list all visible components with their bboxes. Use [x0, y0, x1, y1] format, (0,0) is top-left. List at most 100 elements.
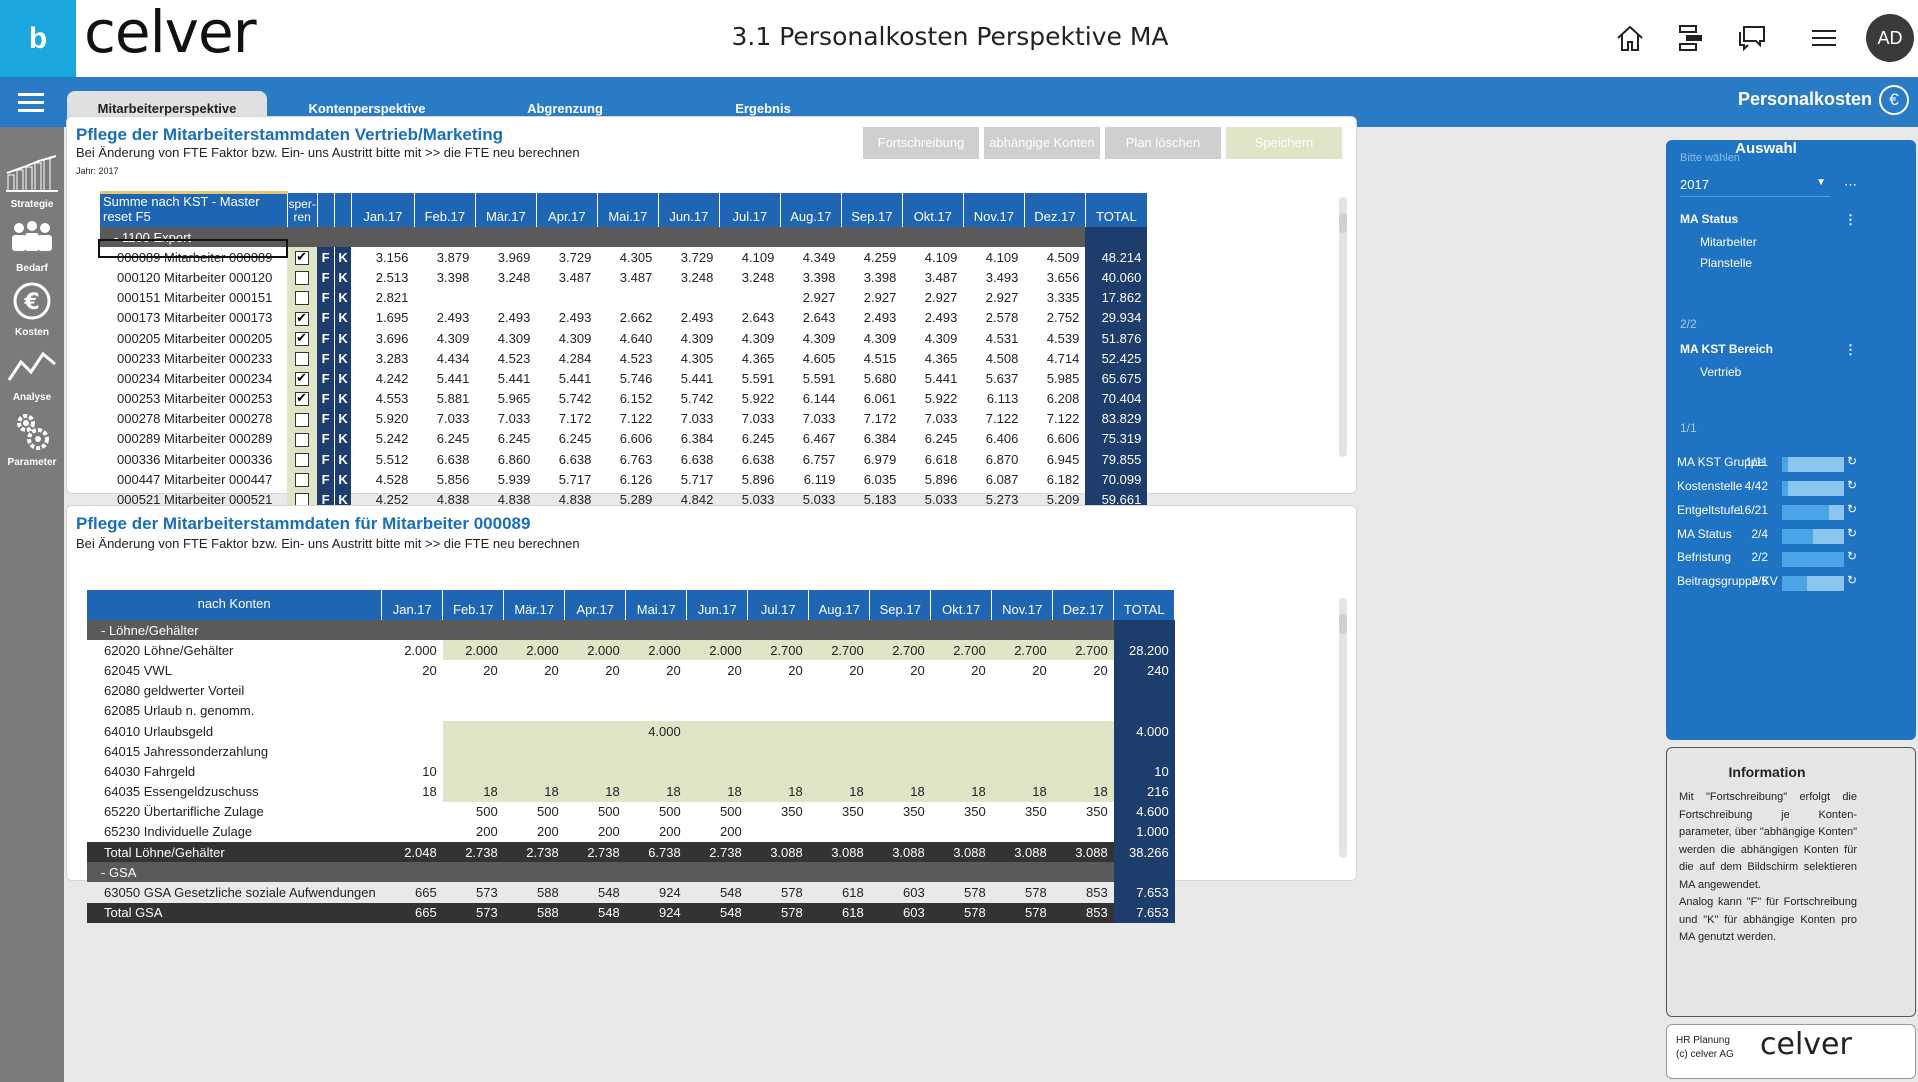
value-cell[interactable] [442, 720, 504, 742]
value-cell[interactable]: 7.033 [436, 411, 470, 427]
employee-name[interactable]: 000234 Mitarbeiter 000234 [117, 370, 273, 386]
group-row[interactable]: - 1100 Export [100, 227, 1148, 248]
value-cell[interactable]: 5.242 [375, 431, 409, 447]
col-header-month[interactable]: Jul.17 [719, 192, 781, 227]
reset-icon[interactable]: ↻ [1847, 526, 1858, 540]
value-cell[interactable] [1053, 681, 1114, 701]
lock-checkbox[interactable] [295, 271, 310, 286]
reset-icon[interactable]: ↻ [1847, 454, 1858, 468]
k-abhaengige-konten-button[interactable]: K [334, 408, 352, 429]
table-row[interactable]: 000120 Mitarbeiter 000120 F K 2.513 3.398 3.2… [100, 267, 1148, 288]
abhaengige-konten-button[interactable]: abhängige Konten [984, 127, 1100, 159]
group-row[interactable]: - GSA [87, 862, 1175, 883]
value-cell[interactable]: 18 [869, 781, 931, 802]
value-cell[interactable] [564, 720, 626, 742]
year-select[interactable]: 2017 ▼ [1680, 177, 1830, 197]
col-header-month[interactable]: Mai.17 [597, 192, 659, 227]
ma-status-menu-icon[interactable]: ⋮ [1844, 212, 1857, 227]
value-cell[interactable]: 5.512 [375, 451, 409, 467]
value-cell[interactable]: 4.309 [436, 330, 470, 346]
value-cell[interactable]: 4.242 [375, 370, 409, 386]
value-cell[interactable]: 3.398 [863, 269, 897, 285]
value-cell[interactable]: 3.969 [497, 249, 531, 265]
lock-checkbox[interactable] [295, 352, 310, 366]
value-cell[interactable]: 2.493 [497, 310, 531, 326]
value-cell[interactable]: 853 [1086, 885, 1108, 901]
value-cell[interactable] [687, 701, 748, 721]
f-fortschreibung-button[interactable]: F [317, 267, 335, 288]
value-cell[interactable]: 2.513 [375, 269, 409, 285]
filter-label[interactable]: Beitragsgruppe KV [1677, 574, 1778, 588]
value-cell[interactable]: 2.493 [680, 310, 714, 326]
value-cell[interactable]: 5.985 [1046, 370, 1080, 386]
value-cell[interactable]: 578 [781, 885, 803, 901]
reset-icon[interactable]: ↻ [1847, 549, 1858, 563]
value-cell[interactable] [597, 288, 658, 308]
value-cell[interactable]: 6.606 [1046, 431, 1080, 447]
table-row[interactable]: 65230 Individuelle Zulage 200 200 200 200 200… [87, 821, 1175, 843]
value-cell[interactable]: 6.087 [985, 471, 1019, 487]
value-cell[interactable]: 5.717 [558, 471, 592, 487]
value-cell[interactable]: 3.729 [558, 249, 592, 265]
value-cell[interactable] [625, 741, 687, 762]
value-cell[interactable]: 4.000 [625, 720, 687, 742]
value-cell[interactable]: 2.700 [991, 640, 1053, 661]
value-cell[interactable]: 3.487 [558, 269, 592, 285]
value-cell[interactable]: 5.680 [863, 370, 897, 386]
f-fortschreibung-button[interactable]: F [317, 287, 335, 308]
value-cell[interactable]: 6.245 [497, 431, 531, 447]
value-cell[interactable]: 4.838 [497, 492, 531, 508]
value-cell[interactable]: 18 [991, 781, 1053, 802]
value-cell[interactable] [382, 701, 443, 721]
k-abhaengige-konten-button[interactable]: K [334, 368, 352, 389]
col-header-month[interactable]: Mai.17 [625, 590, 688, 620]
value-cell[interactable] [626, 701, 687, 721]
value-cell[interactable] [443, 681, 504, 701]
f-fortschreibung-button[interactable]: F [317, 327, 335, 349]
sidebar-item-analyse[interactable]: Analyse [0, 340, 64, 403]
value-cell[interactable]: 500 [720, 804, 742, 820]
col-header-month[interactable]: Mär.17 [503, 590, 566, 620]
value-cell[interactable] [748, 701, 809, 721]
value-cell[interactable] [747, 720, 809, 742]
col-header-month[interactable]: Apr.17 [536, 192, 598, 227]
col-header-total[interactable]: TOTAL [1113, 590, 1176, 620]
value-cell[interactable]: 2.493 [863, 310, 897, 326]
fortschreibung-button[interactable]: Fortschreibung [863, 127, 979, 159]
value-cell[interactable] [1052, 761, 1114, 782]
sidebar-item-kosten[interactable]: € Kosten [0, 275, 64, 338]
table-row[interactable]: 000151 Mitarbeiter 000151 F K 2.821 2.927 2.9… [100, 287, 1148, 308]
col-header-month[interactable]: Sep.17 [869, 590, 932, 620]
f-fortschreibung-button[interactable]: F [317, 307, 335, 328]
value-cell[interactable]: 20 [483, 662, 498, 678]
table-row[interactable]: 62045 VWL 20 20 20 20 20 20 20 20 20 20 20 20 240 [87, 660, 1175, 681]
value-cell[interactable]: 2.752 [1046, 310, 1080, 326]
value-cell[interactable]: 2.700 [808, 640, 870, 661]
value-cell[interactable]: 2.700 [930, 640, 992, 661]
table-row[interactable]: 000173 Mitarbeiter 000173 FK 1.695 2.493 2.4… [100, 307, 1148, 328]
value-cell[interactable]: 588 [537, 885, 559, 901]
f-fortschreibung-button[interactable]: F [317, 388, 335, 409]
col-header-month[interactable]: Nov.17 [991, 590, 1054, 620]
value-cell[interactable]: 2.000 [564, 640, 626, 661]
value-cell[interactable]: 6.638 [741, 451, 775, 467]
value-cell[interactable]: 6.618 [924, 451, 958, 467]
value-cell[interactable]: 4.284 [558, 350, 592, 366]
value-cell[interactable] [808, 741, 870, 762]
col-header-month[interactable]: Dez.17 [1052, 590, 1115, 620]
value-cell[interactable]: 5.183 [863, 492, 897, 508]
value-cell[interactable] [443, 701, 504, 721]
value-cell[interactable] [503, 720, 565, 742]
avatar[interactable]: AD [1866, 14, 1914, 62]
filter-progress-bar[interactable] [1782, 552, 1844, 567]
value-cell[interactable]: 7.033 [497, 411, 531, 427]
select-placeholder[interactable]: Bitte wählen [1680, 152, 1740, 164]
value-cell[interactable]: 6.979 [863, 451, 897, 467]
k-abhaengige-konten-button[interactable]: K [334, 267, 352, 288]
value-cell[interactable]: 578 [964, 885, 986, 901]
value-cell[interactable] [475, 288, 536, 308]
value-cell[interactable]: 350 [842, 804, 864, 820]
lock-checkbox[interactable] [295, 452, 310, 467]
col-header-month[interactable]: Apr.17 [564, 590, 627, 620]
value-cell[interactable]: 18 [1052, 781, 1114, 802]
